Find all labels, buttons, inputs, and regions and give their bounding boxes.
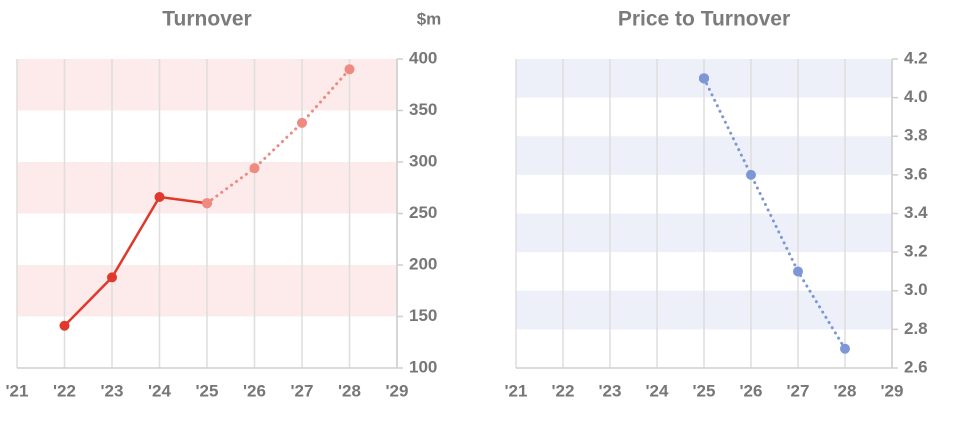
x-tick-label: '29	[386, 381, 409, 400]
x-tick-label: '27	[787, 381, 810, 400]
point	[699, 73, 709, 84]
line	[63, 195, 209, 328]
y-tick-label: 2.8	[904, 319, 928, 338]
point	[840, 343, 850, 354]
y-tick-label: 300	[409, 151, 437, 170]
point	[59, 320, 70, 331]
y-tick-label: 200	[409, 254, 437, 273]
x-tick-label: '22	[552, 381, 575, 400]
point	[297, 117, 307, 128]
y-tick-label: 2.6	[904, 357, 928, 376]
x-tick-label: '29	[881, 381, 904, 400]
x-tick-label: '21	[505, 381, 528, 400]
x-tick-label: '26	[740, 381, 763, 400]
x-tick-label: '25	[693, 381, 716, 400]
x-tick-label: '26	[243, 381, 266, 400]
y-tick-label: 150	[409, 306, 437, 325]
y-tick-label: 400	[409, 48, 437, 67]
point	[202, 198, 212, 209]
line	[702, 76, 847, 351]
x-tick-label: '23	[599, 381, 622, 400]
x-tick-label: '23	[101, 381, 124, 400]
point	[793, 266, 803, 277]
y-tick-label: 250	[409, 203, 437, 222]
point	[154, 192, 165, 203]
x-tick-label: '24	[646, 381, 669, 400]
y-tick-label: 350	[409, 100, 437, 119]
y-tick-label: 3.2	[904, 242, 928, 261]
x-tick-label: '28	[834, 381, 857, 400]
chart-title: Price to Turnover	[618, 8, 790, 31]
point	[107, 272, 117, 283]
line	[205, 67, 351, 205]
y-tick-label: 100	[409, 357, 437, 376]
y-tick-label: 3.4	[904, 203, 928, 222]
unit-label: $m	[417, 9, 442, 28]
x-tick-label: '27	[291, 381, 314, 400]
x-tick-label: '22	[53, 381, 76, 400]
y-tick-label: 3.6	[904, 164, 928, 183]
x-tick-label: '28	[338, 381, 361, 400]
y-tick-label: 3.8	[904, 126, 928, 145]
x-tick-label: '21	[6, 381, 29, 400]
point	[344, 64, 355, 75]
x-tick-label: '24	[148, 381, 171, 400]
y-tick-label: 4.2	[904, 48, 928, 67]
y-tick-label: 4.0	[904, 87, 928, 106]
chart-title: Turnover	[162, 8, 251, 31]
x-tick-label: '25	[196, 381, 219, 400]
y-tick-label: 3.0	[904, 280, 928, 299]
point	[746, 169, 756, 180]
point	[249, 163, 260, 174]
